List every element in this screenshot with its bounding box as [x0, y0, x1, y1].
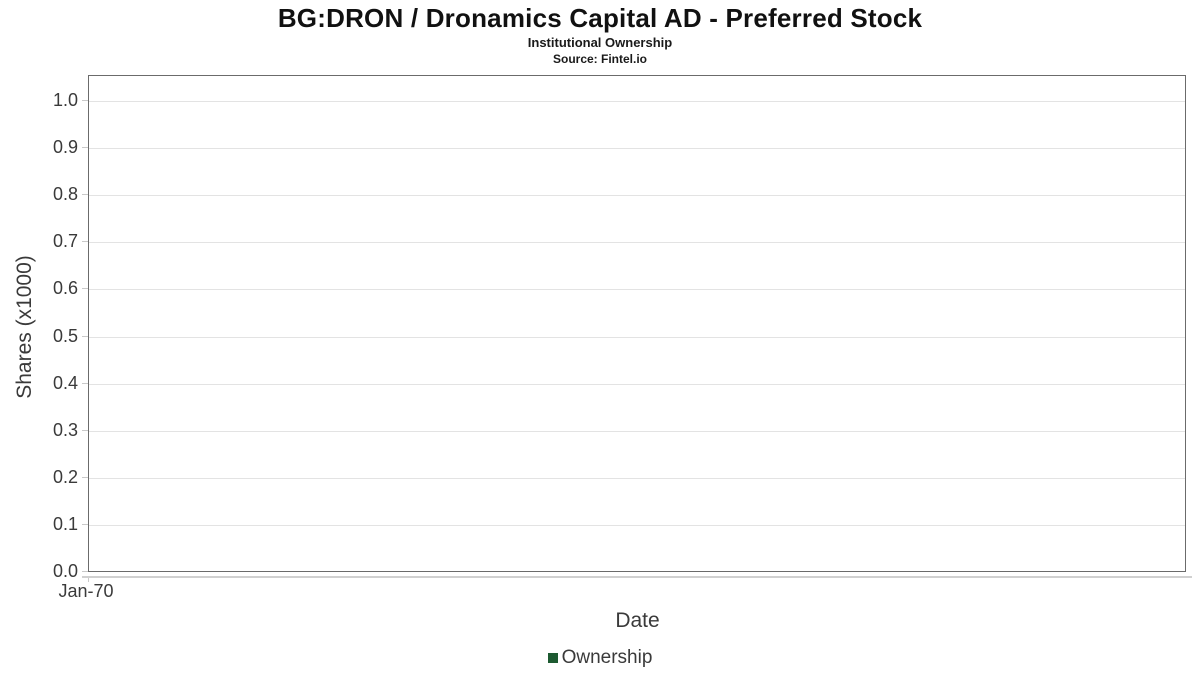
x-axis-line — [82, 576, 1192, 578]
y-tick-label: 0.5 — [52, 325, 78, 346]
legend-ownership-swatch-icon — [547, 653, 558, 663]
x-tick-label: Jan-70 — [58, 581, 114, 601]
gridline — [89, 195, 1185, 197]
gridline — [89, 289, 1185, 291]
y-tick-mark — [82, 429, 88, 431]
y-tick-label: 1.0 — [52, 90, 78, 110]
y-tick-label: 0.0 — [52, 561, 78, 581]
x-tick-mark — [88, 578, 89, 582]
x-axis-title: Date — [615, 609, 660, 632]
y-tick-label: 0.8 — [52, 184, 78, 205]
plot-area — [88, 75, 1186, 572]
gridline — [89, 148, 1185, 150]
y-tick-label: 0.3 — [52, 419, 78, 440]
chart-source-credit: Source: Fintel.io — [552, 52, 647, 66]
y-tick-mark — [82, 571, 88, 572]
y-tick-mark — [82, 194, 88, 196]
y-tick-mark — [82, 241, 88, 243]
y-tick-mark — [82, 288, 88, 290]
y-tick-mark — [82, 147, 88, 149]
gridline — [89, 242, 1185, 244]
y-tick-mark — [82, 100, 88, 101]
legend: Ownership — [0, 647, 1200, 669]
chart-title: BG:DRON / Dronamics Capital AD - Preferr… — [277, 3, 923, 33]
y-tick-mark — [82, 335, 88, 337]
gridline — [89, 477, 1185, 479]
y-tick-mark — [82, 382, 88, 384]
y-tick-mark — [82, 476, 88, 478]
chart-subtitle: Institutional Ownership — [527, 35, 673, 50]
y-tick-label: 0.7 — [52, 231, 78, 252]
gridline — [89, 524, 1185, 526]
legend-ownership-label: Ownership — [561, 647, 653, 668]
y-tick-label: 0.6 — [52, 278, 78, 299]
y-tick-label: 0.4 — [52, 372, 78, 393]
y-tick-mark — [82, 523, 88, 525]
y-tick-label: 0.1 — [52, 513, 78, 534]
y-tick-label: 0.9 — [52, 137, 78, 158]
gridline — [89, 101, 1185, 102]
gridline — [89, 430, 1185, 432]
gridline — [89, 383, 1185, 385]
gridline — [89, 336, 1185, 338]
y-tick-label: 0.2 — [52, 466, 78, 487]
